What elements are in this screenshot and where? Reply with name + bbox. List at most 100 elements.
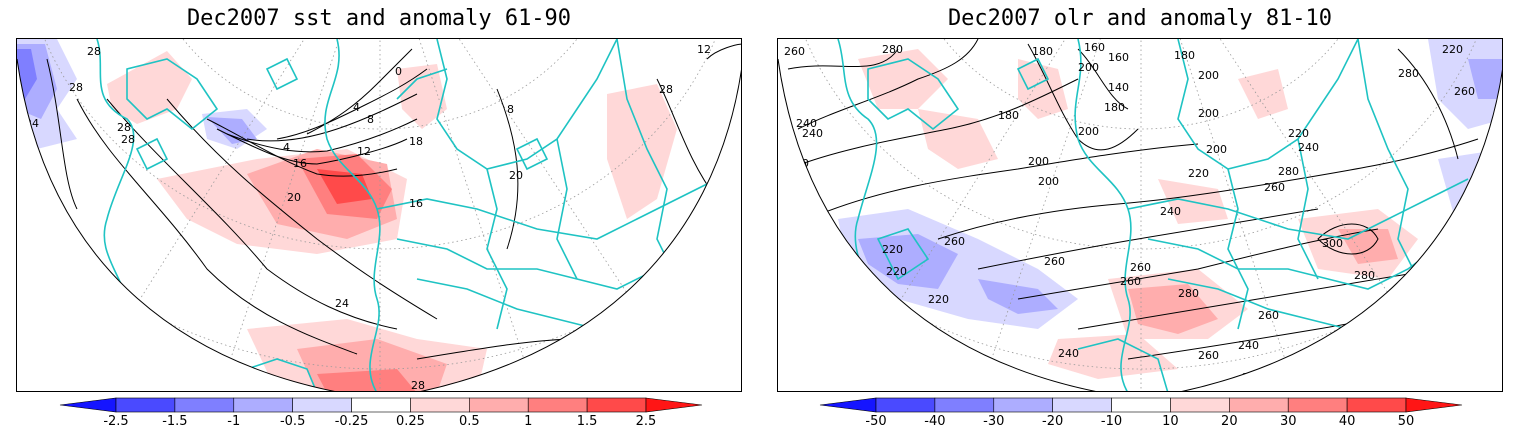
colorbar-tick-label: -20 bbox=[1042, 414, 1064, 429]
svg-text:18: 18 bbox=[409, 135, 423, 148]
svg-text:260: 260 bbox=[1258, 309, 1279, 322]
colorbar-segment bbox=[1287, 397, 1348, 413]
coastlines bbox=[837, 39, 1469, 391]
colorbar-segment bbox=[1346, 397, 1407, 413]
colorbar-tick-label: 1 bbox=[524, 414, 533, 429]
svg-text:200: 200 bbox=[1198, 69, 1219, 82]
svg-text:28: 28 bbox=[87, 45, 101, 58]
svg-text:200: 200 bbox=[1078, 61, 1099, 74]
colorbar-upper-triangle bbox=[645, 397, 703, 413]
svg-text:20: 20 bbox=[287, 191, 301, 204]
svg-text:280: 280 bbox=[1354, 269, 1375, 282]
svg-text:260: 260 bbox=[944, 235, 965, 248]
colorbar-segment bbox=[1052, 397, 1112, 413]
olr-colorbar bbox=[819, 397, 1463, 413]
svg-text:28: 28 bbox=[117, 121, 131, 134]
colorbar-tick-label: -1.5 bbox=[162, 414, 188, 429]
svg-text:240: 240 bbox=[1238, 339, 1259, 352]
svg-text:180: 180 bbox=[1032, 45, 1053, 58]
colorbar-segment bbox=[875, 397, 936, 413]
map-boundary-arc bbox=[17, 58, 741, 391]
svg-text:280: 280 bbox=[882, 43, 903, 56]
svg-text:200: 200 bbox=[1038, 175, 1059, 188]
svg-text:28: 28 bbox=[121, 133, 135, 146]
svg-text:260: 260 bbox=[1264, 181, 1285, 194]
colorbar-tick-label: -50 bbox=[865, 414, 887, 429]
svg-text:16: 16 bbox=[293, 157, 307, 170]
svg-text:220: 220 bbox=[1188, 167, 1209, 180]
colorbar-lower-triangle bbox=[59, 397, 117, 413]
colorbar-lower-triangle bbox=[819, 397, 877, 413]
colorbar-tick-label: 0.25 bbox=[395, 414, 425, 429]
svg-text:28: 28 bbox=[69, 81, 83, 94]
colorbar-segment bbox=[115, 397, 176, 413]
olr-anomaly-map: 260 280 180 160 160 180 220 240 180 200 … bbox=[777, 38, 1503, 392]
colorbar-segment bbox=[527, 397, 588, 413]
colorbar-tick-label: 50 bbox=[1397, 414, 1415, 429]
colorbar-tick-label: 0.5 bbox=[458, 414, 480, 429]
colorbar-segment bbox=[586, 397, 647, 413]
svg-text:260: 260 bbox=[1198, 349, 1219, 362]
svg-text:260: 260 bbox=[784, 45, 805, 58]
svg-text:20: 20 bbox=[509, 169, 523, 182]
colorbar-segment bbox=[1170, 397, 1230, 413]
svg-text:180: 180 bbox=[1174, 49, 1195, 62]
svg-text:280: 280 bbox=[1398, 67, 1419, 80]
svg-text:12: 12 bbox=[697, 43, 711, 56]
colorbar-tick-label: -0.5 bbox=[279, 414, 306, 429]
colorbar-tick-label: -10 bbox=[1100, 414, 1123, 429]
colorbar-tick-label: 40 bbox=[1338, 414, 1356, 429]
sst-colorbar-labels: -2.5 -1.5 -1 -0.5 -0.25 0.25 0.5 1 1.5 2.5 bbox=[60, 414, 702, 430]
sst-colorbar bbox=[59, 397, 703, 413]
olr-contours bbox=[787, 39, 1479, 360]
svg-text:240: 240 bbox=[802, 127, 823, 140]
svg-text:240: 240 bbox=[1058, 347, 1079, 360]
svg-text:16: 16 bbox=[409, 197, 423, 210]
olr-colorbar-labels: -50 -40 -30 -20 -10 10 20 30 40 50 bbox=[820, 414, 1462, 430]
svg-text:260: 260 bbox=[1044, 255, 1065, 268]
colorbar-segment bbox=[993, 397, 1053, 413]
svg-text:280: 280 bbox=[1178, 287, 1199, 300]
svg-text:160: 160 bbox=[1084, 41, 1105, 54]
svg-text:0: 0 bbox=[395, 65, 402, 78]
svg-text:240: 240 bbox=[1378, 319, 1399, 332]
colorbar-upper-triangle bbox=[1405, 397, 1463, 413]
svg-text:200: 200 bbox=[1206, 143, 1227, 156]
colorbar-tick-label: 1.5 bbox=[576, 414, 598, 429]
colorbar-tick-label: -30 bbox=[983, 414, 1005, 429]
svg-text:220: 220 bbox=[886, 265, 907, 278]
colorbar-tick-label: 10 bbox=[1162, 414, 1179, 429]
svg-text:160: 160 bbox=[1108, 51, 1129, 64]
svg-text:280: 280 bbox=[1278, 165, 1299, 178]
svg-text:240: 240 bbox=[796, 117, 817, 130]
colorbar-tick-label: 2.5 bbox=[635, 414, 657, 429]
svg-text:28: 28 bbox=[659, 83, 673, 96]
map-boundary-arc bbox=[778, 58, 1502, 391]
svg-text:220: 220 bbox=[882, 243, 903, 256]
sst-anomaly-shading bbox=[17, 39, 677, 391]
sst-panel-title: Dec2007 sst and anomaly 61-90 bbox=[186, 6, 572, 31]
olr-panel-title: Dec2007 olr and anomaly 81-10 bbox=[947, 6, 1333, 31]
colorbar-tick-label: -0.25 bbox=[334, 414, 369, 429]
svg-text:220: 220 bbox=[928, 293, 949, 306]
colorbar-tick-label: -2.5 bbox=[103, 414, 129, 429]
colorbar-tick-label: 20 bbox=[1221, 414, 1238, 429]
svg-text:240: 240 bbox=[1160, 205, 1181, 218]
svg-text:12: 12 bbox=[357, 145, 371, 158]
svg-text:200: 200 bbox=[1198, 107, 1219, 120]
colorbar-tick-label: -1 bbox=[227, 414, 241, 429]
svg-text:180: 180 bbox=[998, 109, 1019, 122]
svg-text:220: 220 bbox=[1288, 127, 1309, 140]
colorbar-segment bbox=[174, 397, 235, 413]
sst-contour-labels: 28 28 24 28 28 0 4 8 4 12 16 20 16 18 20… bbox=[25, 43, 711, 391]
colorbar-segment bbox=[233, 397, 293, 413]
svg-text:260: 260 bbox=[1454, 85, 1475, 98]
colorbar-segment bbox=[410, 397, 470, 413]
svg-text:180: 180 bbox=[1104, 101, 1125, 114]
svg-text:140: 140 bbox=[1108, 81, 1129, 94]
colorbar-segment bbox=[934, 397, 995, 413]
svg-text:200: 200 bbox=[1078, 125, 1099, 138]
colorbar-segment bbox=[469, 397, 529, 413]
colorbar-tick-label: 30 bbox=[1279, 414, 1297, 429]
svg-text:240: 240 bbox=[1298, 141, 1319, 154]
